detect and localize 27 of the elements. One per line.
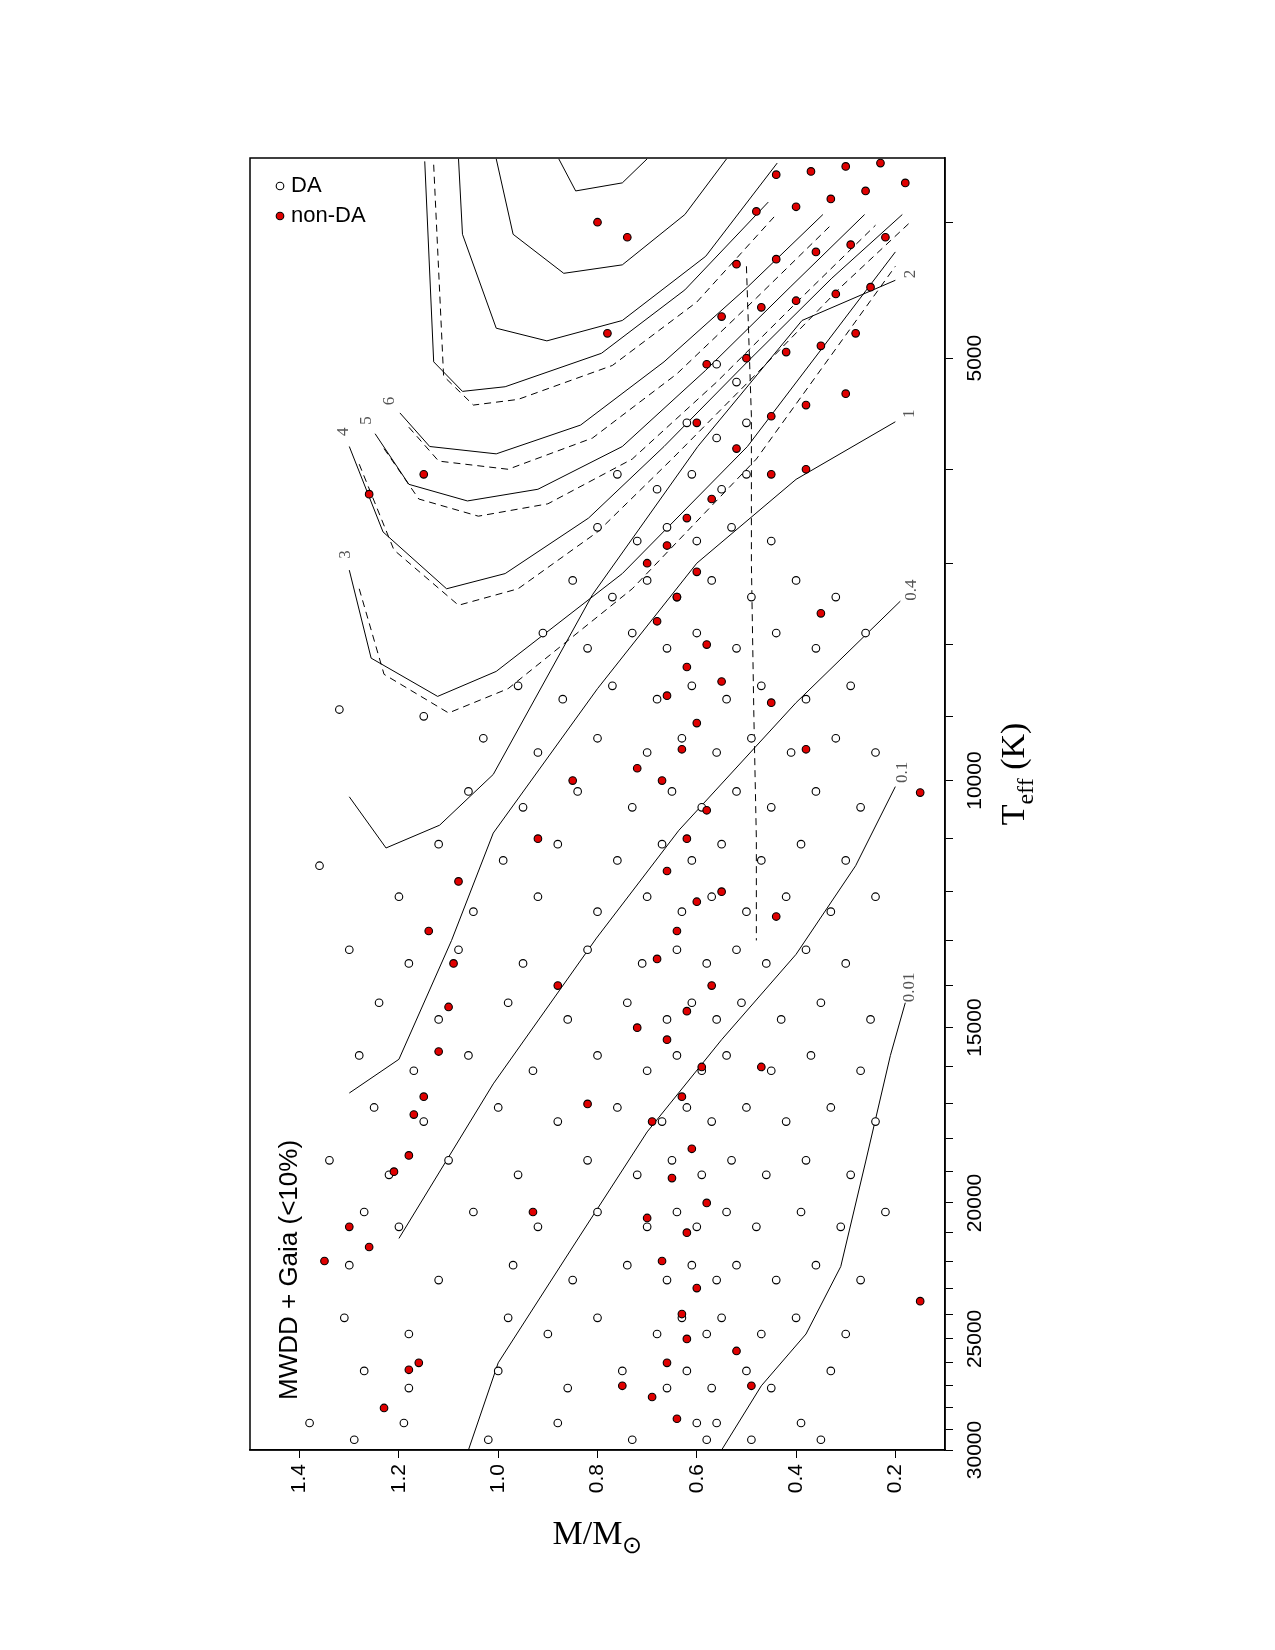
x-tick-label: 0.2 <box>882 1464 906 1494</box>
x-tick-label: 0.8 <box>584 1464 608 1494</box>
text: 0.01 <box>899 972 919 1003</box>
text: 0.4 <box>901 578 921 601</box>
text: 2 <box>899 269 919 279</box>
y-tick-label: 5000 <box>961 334 985 382</box>
text: MWDD + Gaia (<10%) <box>273 1139 304 1400</box>
text: 3 <box>334 550 354 559</box>
x-tick-label: 0.4 <box>782 1463 806 1494</box>
y-tick-label: 20000 <box>961 1173 985 1233</box>
x-tick-label: 1.0 <box>485 1464 509 1494</box>
text: 1 <box>898 409 918 418</box>
y-tick-label: 10000 <box>961 751 985 810</box>
legend-label: DA <box>291 172 322 198</box>
y-tick-label: 25000 <box>961 1309 985 1369</box>
x-tick-label: 1.2 <box>385 1464 409 1494</box>
legend-label: non-DA <box>291 202 366 228</box>
y-axis-title: Teff (K) <box>993 722 1039 826</box>
x-axis-title: M/M⊙ <box>552 1513 643 1559</box>
text: 5 <box>355 416 375 425</box>
text: 0.1 <box>892 761 911 783</box>
text: 4 <box>332 426 352 436</box>
text: 6 <box>378 396 398 406</box>
y-tick-label: 30000 <box>961 1420 985 1480</box>
x-tick-label: 1.4 <box>286 1463 310 1494</box>
y-tick-label: 15000 <box>961 998 985 1057</box>
x-tick-label: 0.6 <box>683 1464 707 1494</box>
